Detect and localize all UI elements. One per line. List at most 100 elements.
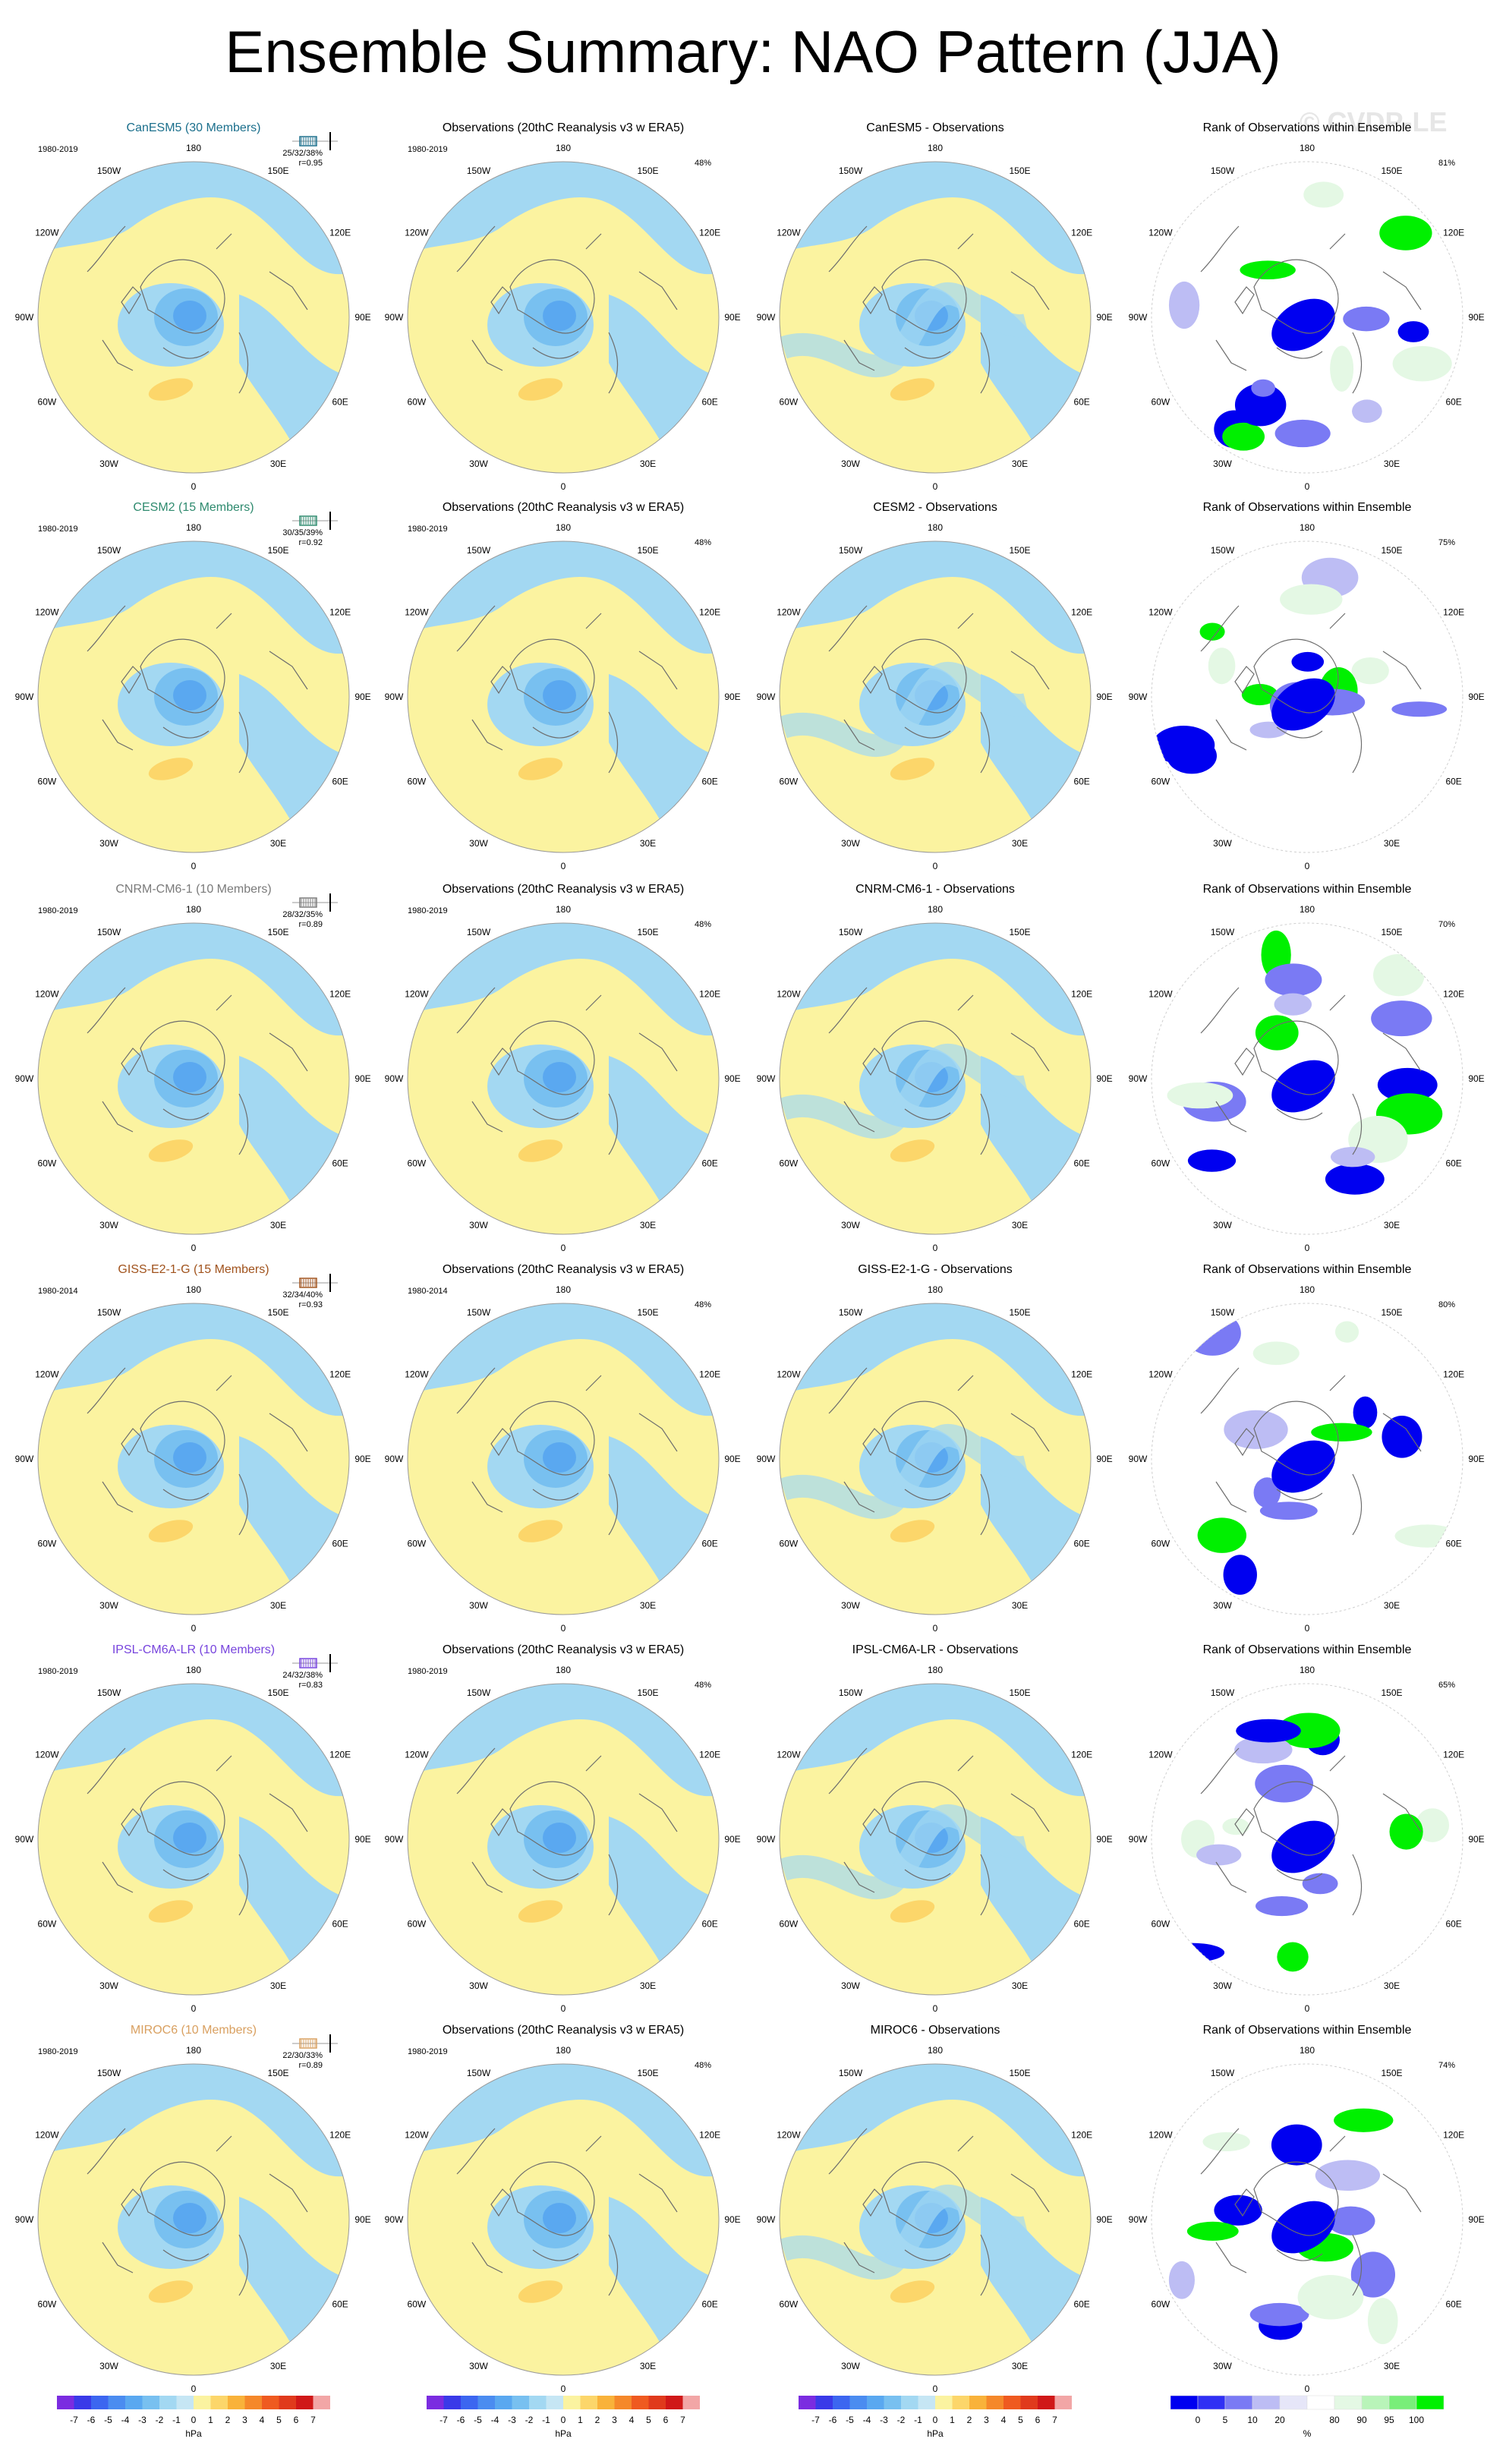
panel-difference: 180 150E 120E 90E 60E 30E 0 30W 60W 90W 120W 150W IP… [757, 1643, 1113, 2014]
lon-label: 30W [1213, 2361, 1232, 2371]
positive-core [890, 1900, 935, 1923]
lon-label: 120W [405, 607, 429, 618]
cvdp-le-watermark: © CVDP-LE [1300, 106, 1448, 137]
lon-label: 30W [99, 2361, 118, 2371]
colorbar-tick-label: 2 [967, 2415, 972, 2425]
coastline [828, 225, 1050, 394]
colorbar-tick-label: -7 [440, 2415, 448, 2425]
lon-label: 30E [270, 1980, 286, 1991]
negative-region [780, 541, 1091, 654]
lon-label: 180 [186, 1284, 201, 1295]
lon-label: 60E [332, 2299, 348, 2310]
lon-label: 30E [1384, 2361, 1400, 2371]
colorbar-swatch [443, 2396, 461, 2409]
colorbar-tick-label: -1 [542, 2415, 550, 2425]
lon-label: 0 [933, 2384, 938, 2394]
lon-label: 90W [385, 2214, 404, 2225]
rank-title: Rank of Observations within Ensemble [1203, 501, 1412, 514]
correlation-label: r=0.83 [299, 1681, 323, 1690]
rank-blob [1315, 2160, 1381, 2191]
map-border [779, 922, 1092, 1235]
coastline [456, 605, 678, 774]
positive-core [518, 378, 563, 401]
rank-blob [1187, 1149, 1237, 1172]
lon-label: 90W [1129, 1073, 1148, 1084]
lon-label: 120W [405, 228, 429, 238]
correlation-label: r=0.95 [299, 159, 323, 168]
rank-blob [1311, 1423, 1372, 1442]
colorbar-swatch [296, 2396, 313, 2409]
rank-title: Rank of Observations within Ensemble [1203, 121, 1412, 134]
lon-label: 90E [1468, 1834, 1484, 1845]
model-title: CanESM5 (30 Members) [127, 121, 261, 134]
lon-label: 150E [1381, 2068, 1402, 2078]
colorbar-swatch [666, 2396, 683, 2409]
coastline [828, 987, 1050, 1155]
map-border [1151, 161, 1463, 474]
negative-core [173, 1442, 206, 1473]
lon-label: 120E [329, 1369, 351, 1380]
colorbar-tick-label: 2 [595, 2415, 600, 2425]
positive-core [148, 1139, 194, 1162]
lon-label: 150E [637, 927, 658, 937]
lon-label: 30E [1384, 1600, 1400, 1611]
coastline [87, 1747, 308, 1916]
lon-label: 90E [1468, 692, 1484, 702]
lon-label: 90W [1129, 1454, 1148, 1464]
lon-label: 0 [191, 1623, 197, 1634]
panel-model-mean: 180 150E 120E 90E 60E 30E 0 30W 60W 90W 120W 150W GI… [15, 1263, 371, 1634]
lon-label: 90W [1129, 1834, 1148, 1845]
map-border [37, 2063, 350, 2376]
difference-title: CESM2 - Observations [873, 501, 997, 514]
figure-row: 180 150E 120E 90E 60E 30E 0 30W 60W 90W 120W 150W MI… [15, 2024, 1485, 2394]
colorbar-tick-label: 4 [629, 2415, 635, 2425]
negative-region [408, 541, 719, 654]
map-border [779, 161, 1092, 474]
lon-label: 30W [841, 838, 860, 849]
lon-label: 90E [354, 1454, 370, 1464]
colorbar-tick-label: 4 [260, 2415, 265, 2425]
rank-blob [1325, 1163, 1385, 1195]
lon-label: 90E [1468, 312, 1484, 323]
map-border [779, 1303, 1092, 1615]
lon-label: 0 [191, 861, 197, 871]
lon-label: 180 [1300, 1284, 1315, 1295]
lon-label: 120W [35, 989, 59, 1000]
colorbar-swatch [849, 2396, 867, 2409]
colorbar-tick-label: -2 [156, 2415, 164, 2425]
rank-blob [1302, 1873, 1338, 1895]
colorbar-unit: hPa [185, 2428, 202, 2439]
lon-label: 0 [561, 2003, 566, 2014]
colorbar-tick-label: -6 [87, 2415, 96, 2425]
stats-label: 22/30/33% [282, 2051, 323, 2060]
colorbar-swatch [563, 2396, 581, 2409]
lon-label: 0 [191, 2003, 197, 2014]
lon-label: 90E [354, 1834, 370, 1845]
rank-blob [1202, 2132, 1250, 2152]
rank-blob [1371, 1000, 1432, 1037]
coastline [456, 1747, 678, 1916]
lon-label: 150E [637, 1307, 658, 1318]
lon-label: 90W [15, 1073, 34, 1084]
lon-label: 120E [1071, 1369, 1092, 1380]
rank-blob [1274, 419, 1331, 448]
coastline [1200, 605, 1422, 774]
colorbar-tick-label: 80 [1329, 2415, 1340, 2425]
lon-label: 60E [701, 1158, 717, 1169]
panel-rank: 180 150E 120E 90E 60E 30E 0 30W 60W 90W 120W 150W Ra… [1129, 2024, 1485, 2394]
lon-label: 30W [1213, 838, 1232, 849]
lon-label: 60W [408, 397, 427, 408]
lon-label: 0 [1305, 2384, 1310, 2394]
rank-blob [1277, 1713, 1341, 1748]
colorbar-swatch [244, 2396, 262, 2409]
rank-blob [1265, 963, 1322, 997]
rank-blob [1222, 422, 1265, 451]
map-border [407, 922, 720, 1235]
lon-label: 90E [724, 312, 740, 323]
lon-label: 90W [15, 1454, 34, 1464]
colorbar-tick-label: 100 [1409, 2415, 1424, 2425]
map-border [1151, 1303, 1463, 1615]
lon-label: 150W [467, 927, 491, 937]
lon-label: 60E [1445, 1158, 1461, 1169]
rank-colorbar: 0 5 10 20 80 90 95 100% [1170, 2395, 1445, 2439]
